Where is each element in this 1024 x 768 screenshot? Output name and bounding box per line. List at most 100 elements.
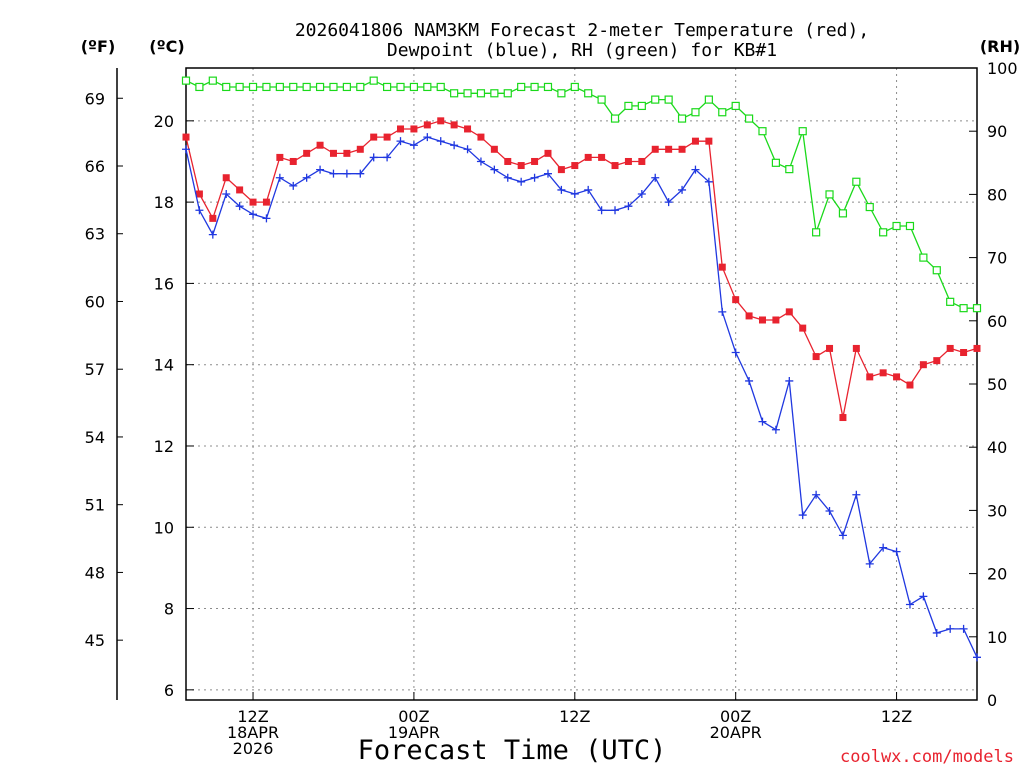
temperature-point [423, 121, 431, 129]
temperature-point [691, 137, 699, 145]
dewpoint-point [570, 189, 579, 198]
rh-point [356, 82, 365, 92]
dewpoint-point [249, 210, 258, 219]
dewpoint-point [812, 490, 821, 499]
rh-tick-label: 40 [987, 438, 1007, 457]
temperature-point [437, 117, 445, 125]
fahrenheit-tick-label: 51 [85, 496, 105, 515]
dewpoint-point [731, 348, 740, 357]
rh-point [704, 95, 713, 104]
rh-tick-label: 80 [987, 185, 1007, 204]
rh-point [972, 304, 982, 313]
rh-point [235, 82, 244, 92]
celsius-tick-label: 14 [154, 356, 174, 375]
temperature-point [812, 353, 820, 361]
temperature-point [477, 133, 485, 141]
temperature-point [343, 149, 351, 157]
fahrenheit-tick-label: 54 [85, 428, 105, 447]
dewpoint-point [758, 417, 767, 426]
dewpoint-point [222, 189, 231, 198]
temperature-point [866, 373, 874, 381]
rh-point [664, 95, 673, 104]
dewpoint-point [946, 624, 955, 633]
rh-point [302, 82, 311, 92]
dewpoint-point [235, 202, 244, 211]
rh-point [557, 89, 566, 98]
rh-point [503, 89, 512, 98]
temperature-point [276, 153, 284, 161]
fahrenheit-tick-label: 60 [85, 292, 105, 311]
temperature-point [410, 125, 418, 133]
dewpoint-point [637, 189, 646, 198]
rh-point [543, 82, 553, 92]
series-layer [181, 76, 982, 662]
temperature-point [209, 214, 217, 222]
rh-tick-label: 10 [987, 628, 1007, 647]
dewpoint-point [262, 214, 271, 223]
dewpoint-point [973, 653, 981, 662]
dewpoint-point [436, 137, 445, 146]
temperature-point [397, 125, 405, 133]
dewpoint-point [852, 490, 861, 499]
dewpoint-point [798, 511, 807, 520]
dewpoint-point [959, 624, 968, 633]
rh-point [959, 304, 968, 313]
time-tick-label: 00Z [720, 707, 751, 726]
dewpoint-point [624, 202, 633, 211]
rh-point [718, 108, 727, 117]
dewpoint-point [745, 376, 754, 385]
time-tick-label: 12Z [237, 707, 268, 726]
credit-label: coolwx.com/models [840, 747, 1014, 767]
fahrenheit-tick-label: 69 [85, 89, 105, 108]
rh-point [517, 82, 526, 92]
dewpoint-point [503, 173, 512, 182]
temperature-point [839, 414, 847, 422]
temperature-point [303, 149, 311, 157]
temperature-point [785, 308, 793, 316]
rh-point [677, 114, 687, 123]
dewpoint-point [932, 628, 941, 637]
rh-tick-label: 0 [987, 691, 997, 710]
dewpoint-point [423, 133, 432, 142]
temperature-point [356, 145, 364, 153]
temperature-point [893, 373, 901, 381]
dewpoint-point [865, 559, 874, 568]
temperature-point [450, 121, 458, 129]
temperature-point [772, 316, 780, 324]
rh-point [463, 89, 472, 98]
temperature-point [906, 381, 914, 389]
rh-point [315, 82, 325, 92]
temperature-point [504, 157, 512, 165]
rh-tick-label: 100 [987, 59, 1018, 78]
rh-point [905, 221, 915, 231]
rh-point [396, 82, 405, 92]
celsius-tick-label: 12 [154, 437, 174, 456]
time-tick-label: 18APR [227, 723, 279, 742]
dewpoint-point [342, 169, 351, 178]
dewpoint-point [302, 173, 311, 182]
rh-point [691, 108, 700, 117]
time-tick-label: 12Z [559, 707, 590, 726]
temperature-point [464, 125, 472, 133]
dewpoint-point [584, 185, 593, 194]
rh-point [450, 89, 459, 98]
rh-point [329, 82, 338, 92]
rh-point [812, 228, 821, 237]
x-axis-label: Forecast Time (UTC) [358, 735, 667, 766]
temperature-point [678, 145, 686, 153]
series-line-rh [185, 79, 977, 309]
time-tick-label: 19APR [388, 723, 440, 742]
rh-point [584, 89, 593, 98]
temperature-point [758, 316, 766, 324]
rh-point [919, 253, 928, 262]
dewpoint-point [182, 145, 190, 154]
temperature-point [571, 162, 579, 170]
dewpoint-point [838, 531, 847, 540]
temperature-point [718, 263, 726, 271]
dewpoint-point [316, 165, 325, 174]
series-line-temperature [185, 120, 978, 418]
rh-tick-label: 90 [987, 122, 1007, 141]
temperature-point [517, 162, 525, 170]
temperature-point [973, 344, 981, 352]
rh-point [825, 190, 834, 199]
